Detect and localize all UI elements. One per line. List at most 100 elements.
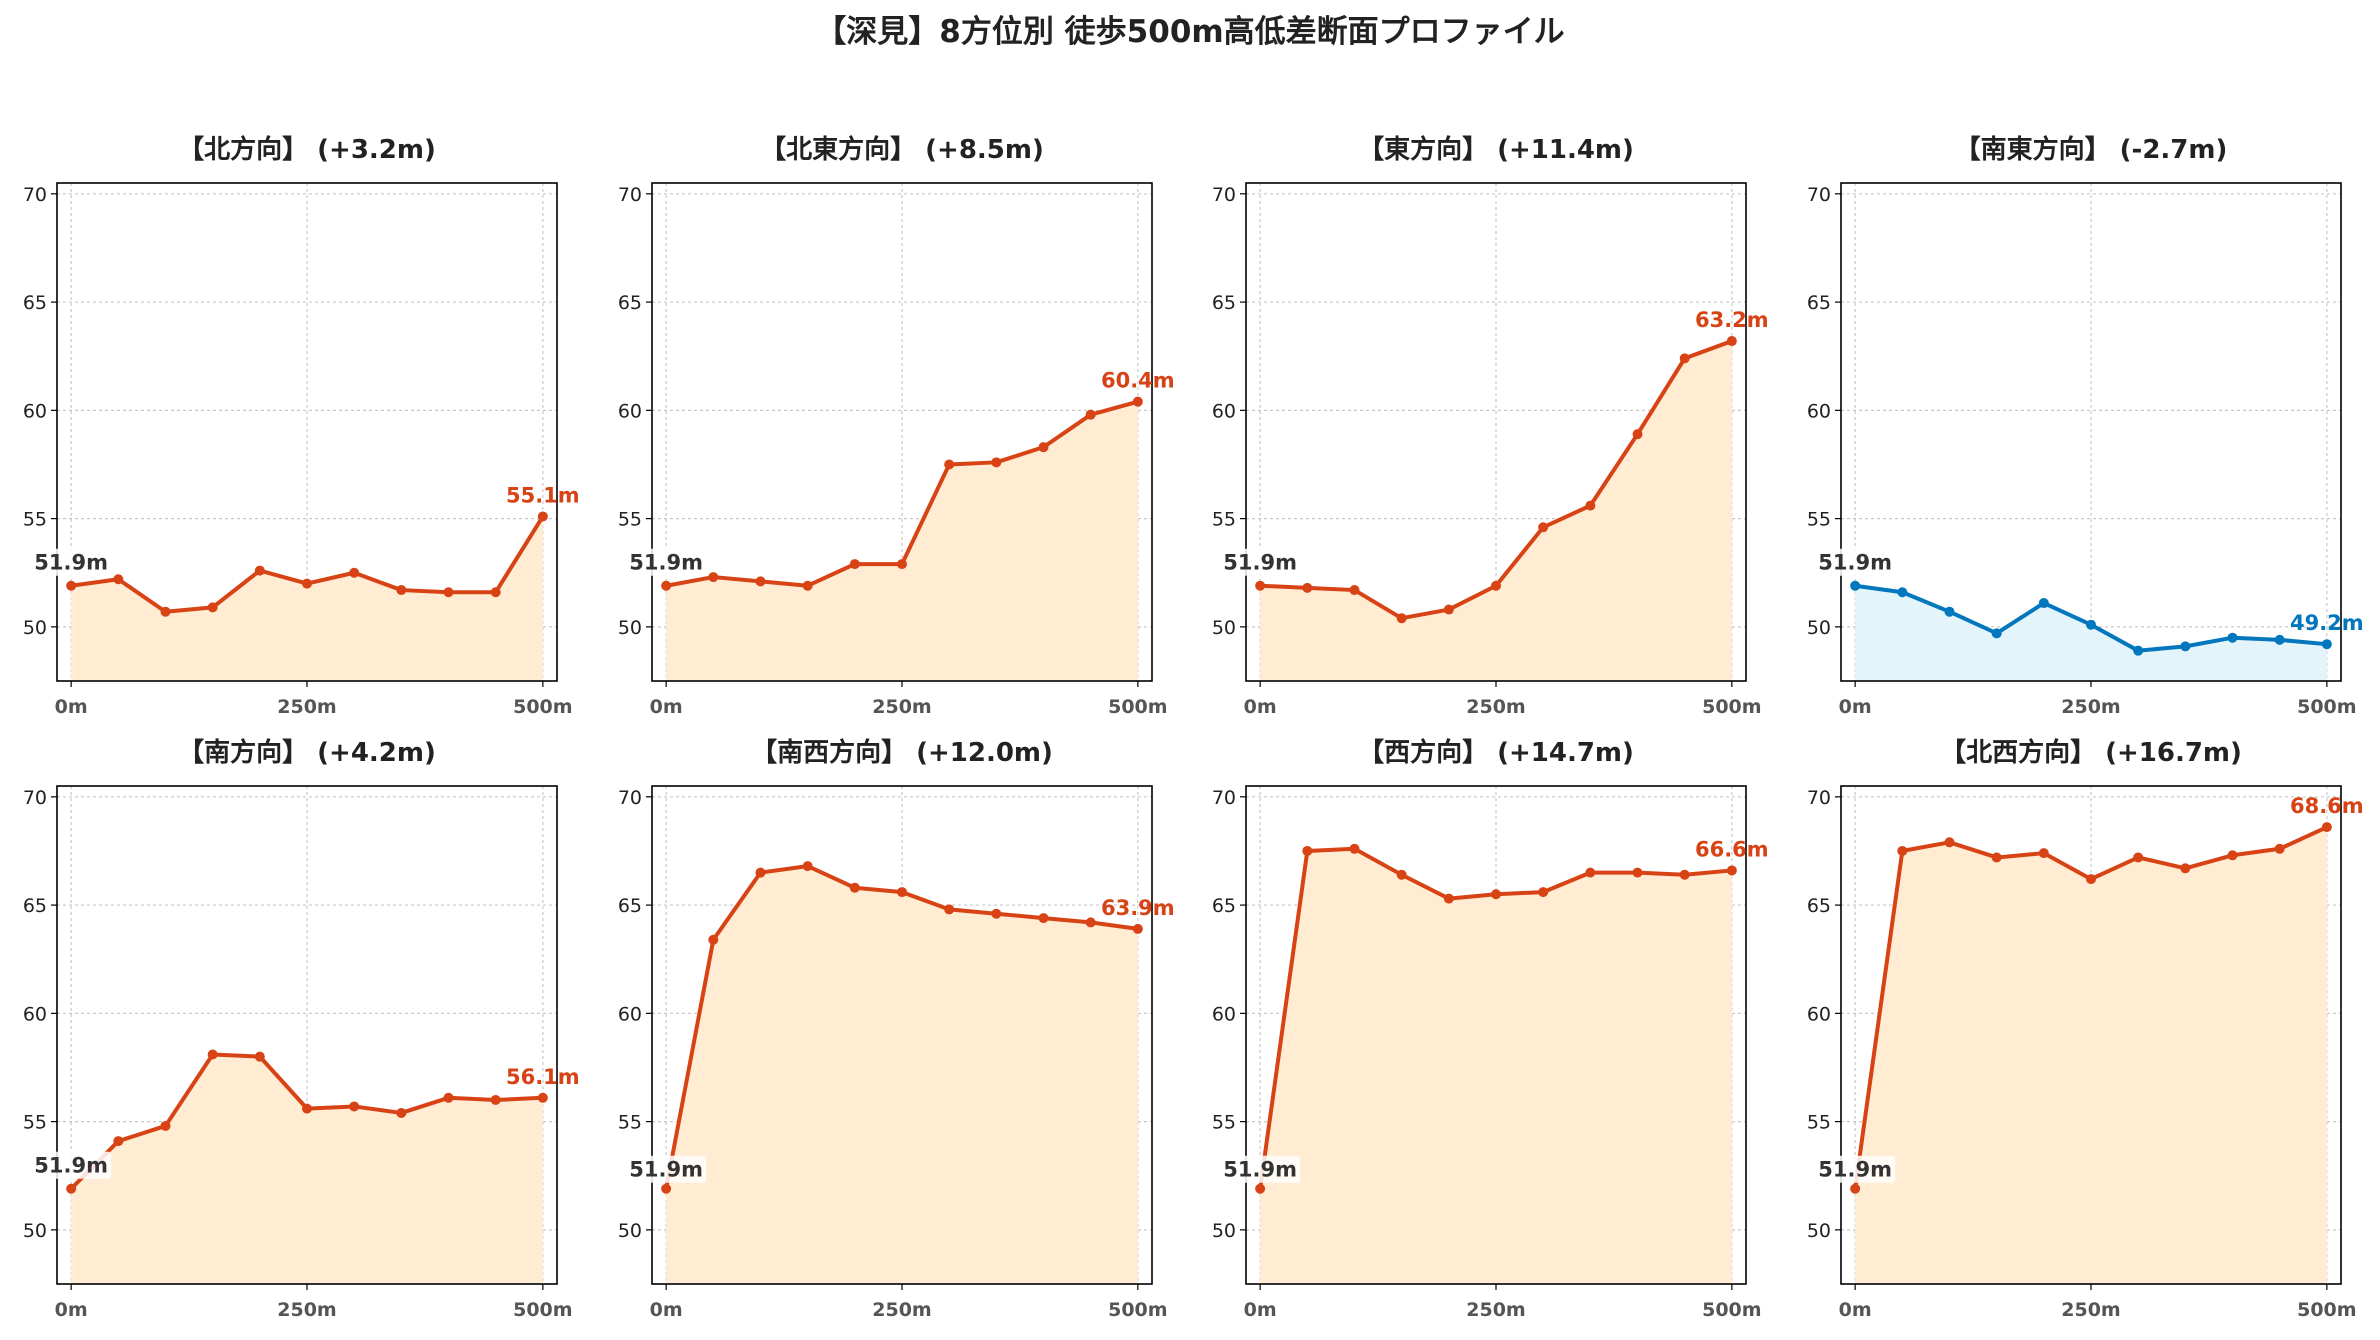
x-tick-label: 500m <box>513 696 572 718</box>
profile-panel: 【南西方向】 (+12.0m) 50 55 60 65 70 0m 250m 500m 51.9m… <box>618 737 1175 1321</box>
profile-panel: 【北西方向】 (+16.7m) 50 55 60 65 70 0m 250m 500m 51.9m… <box>1807 737 2364 1321</box>
data-point <box>1850 1183 1861 1194</box>
data-point <box>1349 843 1360 854</box>
y-tick-label: 60 <box>1212 1003 1236 1025</box>
end-elevation-label: 56.1m <box>506 1065 580 1089</box>
x-tick-label: 500m <box>513 1299 572 1321</box>
data-point <box>1038 442 1049 453</box>
start-elevation-label: 51.9m <box>1223 551 1297 575</box>
data-point <box>1726 336 1737 347</box>
elevation-area <box>1260 848 1732 1284</box>
elevation-area <box>1855 585 2327 681</box>
x-tick-label: 500m <box>2297 1299 2356 1321</box>
x-tick-label: 500m <box>1702 1299 1761 1321</box>
data-point <box>1132 923 1143 934</box>
start-elevation-label: 51.9m <box>629 1158 703 1182</box>
end-elevation-label: 63.2m <box>1695 308 1769 332</box>
x-tick-label: 250m <box>2061 1299 2120 1321</box>
y-tick-label: 70 <box>23 184 47 206</box>
data-point <box>1944 837 1955 848</box>
y-tick-label: 60 <box>1807 400 1831 422</box>
start-label-bg <box>1813 548 1896 576</box>
data-point <box>1396 869 1407 880</box>
data-point <box>207 602 218 613</box>
y-tick-label: 50 <box>618 617 642 639</box>
y-tick-label: 55 <box>23 1112 47 1134</box>
data-point <box>1255 580 1266 591</box>
end-elevation-label: 49.2m <box>2290 611 2364 635</box>
data-point <box>661 1183 672 1194</box>
start-elevation-label: 51.9m <box>1818 551 1892 575</box>
y-tick-label: 60 <box>23 1003 47 1025</box>
elevation-area <box>71 516 543 681</box>
data-point <box>2274 634 2285 645</box>
data-point <box>1632 867 1643 878</box>
data-point <box>1085 409 1096 420</box>
start-elevation-label: 51.9m <box>1818 1158 1892 1182</box>
y-tick-label: 50 <box>618 1220 642 1242</box>
end-elevation-label: 66.6m <box>1695 837 1769 861</box>
data-point <box>2180 863 2191 874</box>
data-point <box>944 904 955 915</box>
start-elevation-label: 51.9m <box>34 1154 108 1178</box>
data-point <box>849 882 860 893</box>
data-point <box>113 574 124 585</box>
y-tick-label: 55 <box>1807 1112 1831 1134</box>
data-point <box>991 908 1002 919</box>
data-point <box>1396 613 1407 624</box>
data-point <box>1085 917 1096 928</box>
data-point <box>302 578 312 589</box>
data-point <box>849 559 860 570</box>
y-tick-label: 65 <box>618 895 642 917</box>
figure-title: 【深見】8方位別 徒歩500m高低差断面プロファイル <box>815 14 1564 50</box>
panel-title: 【南方向】 (+4.2m) <box>178 737 436 768</box>
x-tick-label: 250m <box>872 696 931 718</box>
start-label-bg <box>1218 1155 1301 1183</box>
data-point <box>254 565 265 576</box>
data-point <box>1443 604 1454 615</box>
data-point <box>1038 913 1049 924</box>
panel-title: 【南東方向】 (-2.7m) <box>1955 134 2228 165</box>
y-tick-label: 60 <box>618 1003 642 1025</box>
data-point <box>160 606 171 617</box>
data-point <box>2227 850 2238 861</box>
x-tick-label: 250m <box>872 1299 931 1321</box>
elevation-area <box>666 866 1138 1284</box>
data-point <box>755 867 766 878</box>
data-point <box>1302 845 1313 856</box>
data-point <box>1991 628 2002 639</box>
data-point <box>1991 852 2002 863</box>
y-tick-label: 65 <box>1807 292 1831 314</box>
x-tick-label: 500m <box>1702 696 1761 718</box>
data-point <box>1897 587 1908 598</box>
data-point <box>1538 522 1549 533</box>
x-tick-label: 500m <box>1108 1299 1167 1321</box>
data-point <box>1255 1183 1266 1194</box>
y-tick-label: 70 <box>1212 184 1236 206</box>
y-tick-label: 50 <box>1212 617 1236 639</box>
data-point <box>2086 874 2096 885</box>
data-point <box>537 511 548 522</box>
elevation-area <box>1855 827 2327 1284</box>
y-tick-label: 55 <box>1807 509 1831 531</box>
data-point <box>396 1107 407 1118</box>
profile-panel: 【西方向】 (+14.7m) 50 55 60 65 70 0m 250m 500m 51.9m 6… <box>1212 737 1769 1321</box>
data-point <box>2086 619 2096 630</box>
data-point <box>2133 852 2144 863</box>
x-tick-label: 0m <box>1839 1299 1872 1321</box>
data-point <box>2274 843 2285 854</box>
panel-title: 【南西方向】 (+12.0m) <box>751 737 1053 768</box>
data-point <box>113 1136 124 1147</box>
data-point <box>708 572 719 583</box>
y-tick-label: 55 <box>1212 1112 1236 1134</box>
data-point <box>661 580 672 591</box>
y-tick-label: 50 <box>1807 1220 1831 1242</box>
data-point <box>991 457 1002 468</box>
x-tick-label: 250m <box>1466 696 1525 718</box>
x-tick-label: 0m <box>1244 1299 1277 1321</box>
x-tick-label: 250m <box>277 1299 336 1321</box>
y-tick-label: 65 <box>23 895 47 917</box>
data-point <box>1944 606 1955 617</box>
data-point <box>1632 429 1643 440</box>
data-point <box>1491 580 1501 591</box>
